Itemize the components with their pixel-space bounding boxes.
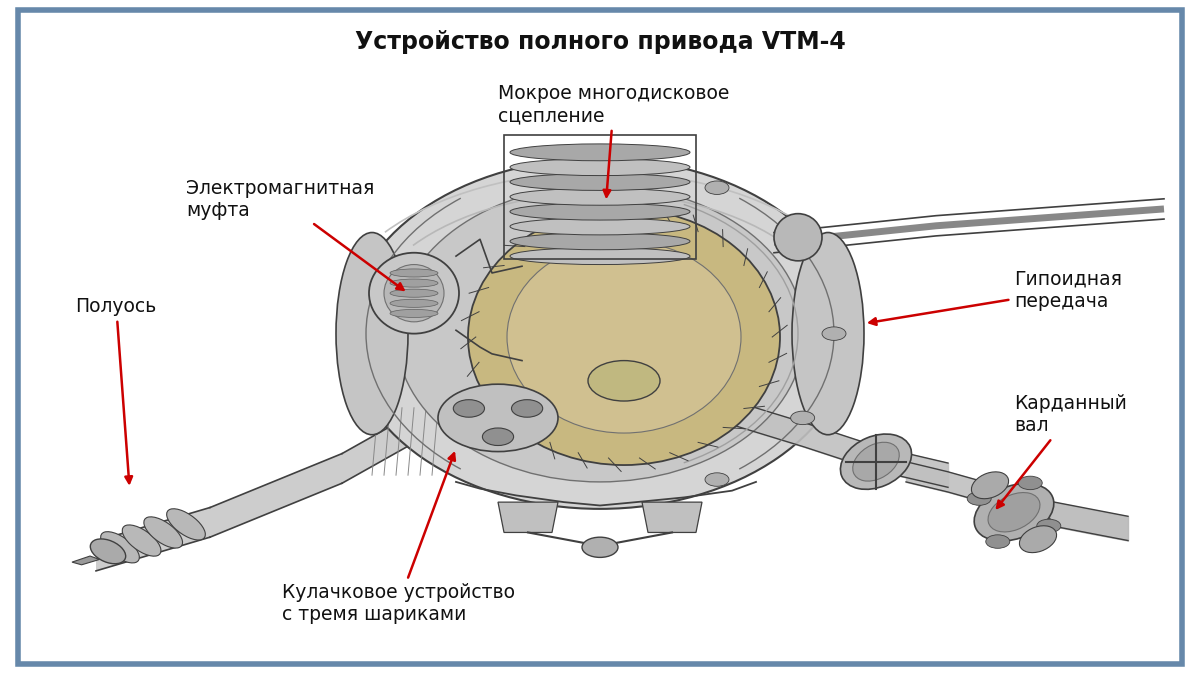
Ellipse shape [348, 158, 852, 509]
Ellipse shape [792, 233, 864, 435]
Circle shape [482, 428, 514, 446]
Text: Устройство полного привода VTM-4: Устройство полного привода VTM-4 [355, 30, 845, 55]
Text: Карданный
вал: Карданный вал [997, 394, 1127, 508]
Polygon shape [498, 502, 558, 532]
Ellipse shape [853, 442, 899, 481]
Ellipse shape [510, 189, 690, 206]
Circle shape [1037, 519, 1061, 532]
Ellipse shape [774, 214, 822, 261]
Ellipse shape [144, 517, 182, 548]
Ellipse shape [510, 218, 690, 235]
Ellipse shape [468, 209, 780, 465]
Ellipse shape [167, 509, 205, 540]
Polygon shape [642, 502, 702, 532]
Ellipse shape [390, 299, 438, 307]
Circle shape [967, 492, 991, 506]
Ellipse shape [336, 233, 408, 435]
Ellipse shape [988, 493, 1040, 532]
Text: Гипоидная
передача: Гипоидная передача [870, 270, 1122, 325]
Ellipse shape [510, 233, 690, 249]
Ellipse shape [510, 247, 690, 264]
Ellipse shape [588, 361, 660, 401]
Text: Полуось: Полуось [76, 297, 157, 483]
Ellipse shape [510, 144, 690, 160]
Text: Кулачковое устройство
с тремя шариками: Кулачковое устройство с тремя шариками [282, 454, 515, 624]
Ellipse shape [390, 289, 438, 297]
Ellipse shape [384, 265, 444, 322]
Polygon shape [96, 400, 438, 571]
Ellipse shape [510, 158, 690, 175]
Ellipse shape [974, 483, 1054, 541]
Circle shape [1019, 476, 1043, 489]
Circle shape [582, 537, 618, 557]
Ellipse shape [90, 539, 126, 563]
Circle shape [985, 535, 1009, 549]
Ellipse shape [390, 309, 438, 317]
Circle shape [822, 327, 846, 340]
Ellipse shape [370, 253, 458, 334]
Ellipse shape [101, 532, 139, 563]
Ellipse shape [508, 241, 742, 433]
Circle shape [706, 473, 730, 487]
Circle shape [791, 411, 815, 425]
Ellipse shape [122, 525, 161, 556]
Text: Мокрое многодисковое
сцепление: Мокрое многодисковое сцепление [498, 84, 730, 197]
Text: Электромагнитная
муфта: Электромагнитная муфта [186, 179, 403, 290]
Circle shape [454, 400, 485, 417]
Ellipse shape [972, 472, 1008, 499]
Circle shape [791, 243, 815, 256]
Ellipse shape [840, 434, 912, 489]
Ellipse shape [396, 185, 804, 482]
Ellipse shape [390, 269, 438, 277]
Ellipse shape [510, 173, 690, 190]
Ellipse shape [438, 384, 558, 452]
Circle shape [706, 181, 730, 194]
Ellipse shape [1020, 526, 1056, 553]
Ellipse shape [390, 279, 438, 287]
Circle shape [511, 400, 542, 417]
Polygon shape [72, 556, 100, 565]
Ellipse shape [510, 204, 690, 220]
Bar [504, 135, 696, 259]
